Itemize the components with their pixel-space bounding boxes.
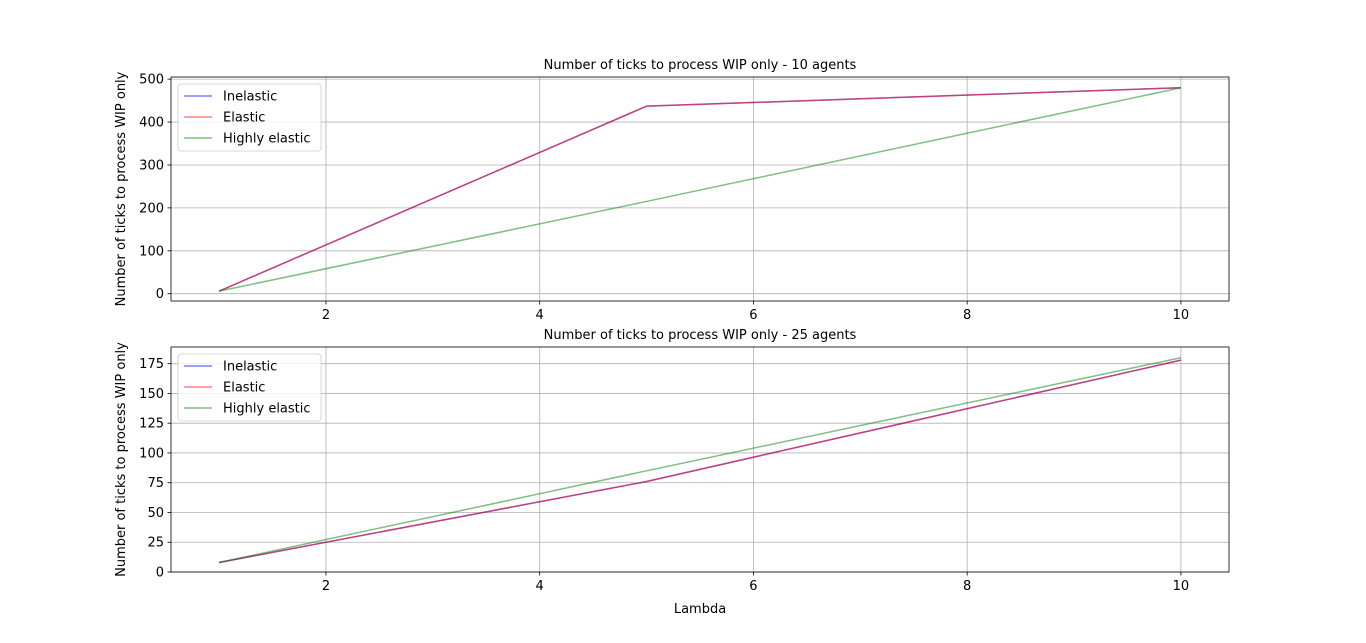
y-tick-label: 125: [139, 417, 164, 432]
series-group: [218, 86, 1182, 292]
y-tick-label: 400: [139, 116, 164, 131]
y-tick-label: 50: [147, 506, 164, 521]
y-tick-label: 300: [139, 158, 164, 173]
y-tick-label: 150: [139, 387, 164, 402]
legend-label: Inelastic: [223, 360, 277, 375]
x-tick-label: 10: [1173, 579, 1190, 594]
chart-title: Number of ticks to process WIP only - 25…: [544, 328, 857, 343]
legend-label: Elastic: [223, 111, 265, 126]
x-tick-label: 4: [536, 308, 544, 323]
y-tick-label: 0: [156, 287, 164, 302]
legend: Inelastic Elastic Highly elastic: [177, 353, 322, 422]
x-tick-label: 6: [749, 579, 757, 594]
legend-box: [177, 83, 322, 152]
legend: Inelastic Elastic Highly elastic: [177, 83, 322, 152]
y-axis-label: Number of ticks to process WIP only: [114, 342, 129, 577]
y-tick-label: 175: [139, 357, 164, 372]
x-axis-label: Lambda: [674, 602, 726, 617]
x-tick-label: 4: [536, 579, 544, 594]
series-line-elastic: [218, 359, 1182, 564]
grid: [171, 77, 1229, 301]
legend-label: Inelastic: [223, 90, 277, 105]
chart-title: Number of ticks to process WIP only - 10…: [544, 58, 857, 73]
x-tick-label: 8: [963, 579, 971, 594]
legend-box: [177, 353, 322, 422]
y-tick-label: 100: [139, 446, 164, 461]
legend-label: Elastic: [223, 381, 265, 396]
legend-label: Highly elastic: [223, 402, 311, 417]
y-tick-label: 200: [139, 201, 164, 216]
series-group: [218, 356, 1182, 564]
x-tick-label: 8: [963, 308, 971, 323]
x-tick-label: 10: [1173, 308, 1190, 323]
y-tick-label: 75: [147, 476, 164, 491]
y-tick-label: 25: [147, 536, 164, 551]
series-line-highly-elastic: [218, 356, 1182, 564]
series-line-highly-elastic: [218, 86, 1182, 292]
x-tick-label: 2: [322, 308, 330, 323]
legend-label: Highly elastic: [223, 132, 311, 147]
x-tick-label: 2: [322, 579, 330, 594]
y-tick-label: 100: [139, 244, 164, 259]
y-tick-label: 0: [156, 566, 164, 581]
y-axis-label: Number of ticks to process WIP only: [114, 71, 129, 306]
series-line-elastic: [218, 86, 1181, 292]
y-tick-label: 500: [139, 73, 164, 88]
plot-frame: [170, 346, 1230, 573]
x-tick-label: 6: [749, 308, 757, 323]
plot-frame: [170, 76, 1230, 302]
